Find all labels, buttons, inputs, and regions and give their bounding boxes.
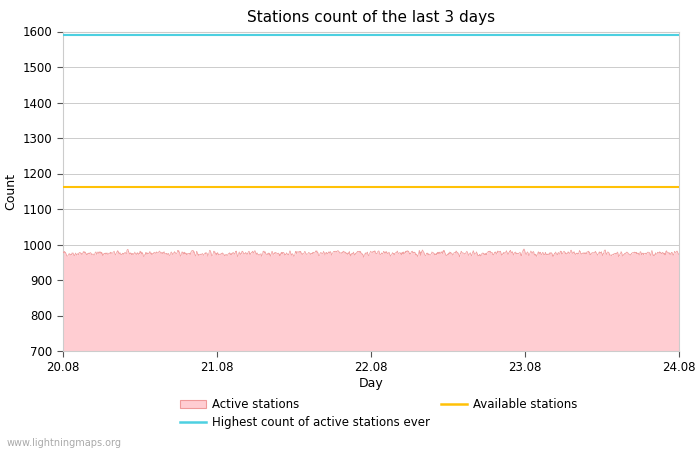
Title: Stations count of the last 3 days: Stations count of the last 3 days <box>247 10 495 25</box>
Y-axis label: Count: Count <box>4 173 18 210</box>
X-axis label: Day: Day <box>358 377 384 390</box>
Legend: Active stations, Highest count of active stations ever, Available stations: Active stations, Highest count of active… <box>180 398 578 429</box>
Text: www.lightningmaps.org: www.lightningmaps.org <box>7 438 122 448</box>
